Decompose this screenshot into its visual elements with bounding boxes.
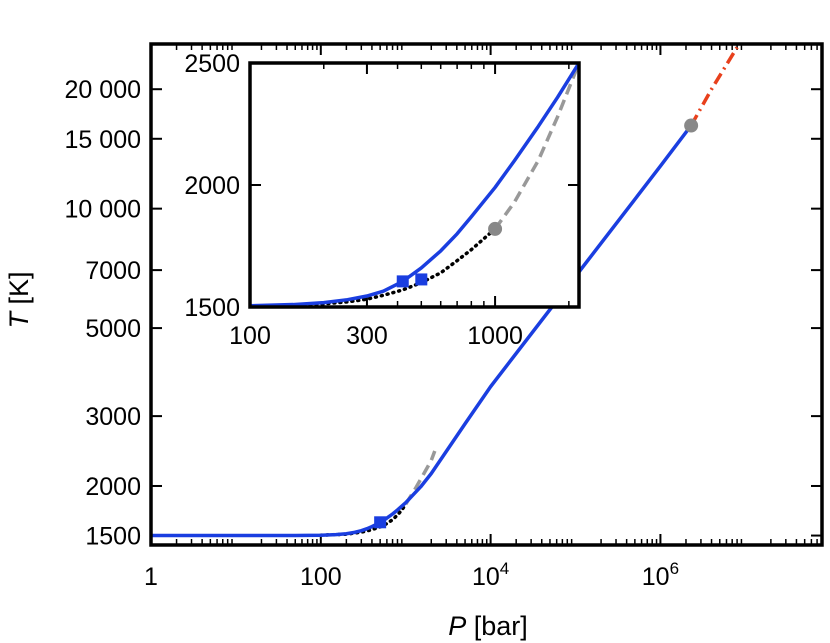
main-y-tick-label: 20 000 <box>65 76 141 104</box>
main-series-dashed <box>404 450 437 506</box>
main-y-tick-label: 10 000 <box>65 196 141 224</box>
inset-series-dashed <box>493 63 579 230</box>
main-circle-marker <box>684 118 699 133</box>
main-frame <box>149 42 824 547</box>
inset-square-marker <box>396 275 409 288</box>
y-axis-label: T [K] <box>4 271 34 328</box>
inset-series-group <box>250 63 579 307</box>
inset-x-tick-label: 1000 <box>467 322 523 350</box>
inset-square-marker <box>415 273 428 286</box>
main-y-tick-label: 7000 <box>85 257 141 285</box>
x-axis-label: P [bar] <box>448 611 528 641</box>
main-y-tick-label: 15 000 <box>65 126 141 154</box>
main-y-tick-label: 2000 <box>85 473 141 501</box>
main-x-tick-label: 104 <box>472 559 509 591</box>
inset-y-tick-label: 1500 <box>184 294 240 322</box>
main-y-tick-label: 3000 <box>85 403 141 431</box>
inset-plot: 100 300 1000 1500 2000 2500 <box>184 50 581 350</box>
inset-x-tick-label: 300 <box>346 322 388 350</box>
main-square-marker <box>374 516 387 529</box>
inset-x-tick-label: 100 <box>229 322 271 350</box>
main-x-tick-label: 106 <box>642 559 679 591</box>
main-y-tick-label: 5000 <box>85 315 141 343</box>
main-x-tick-label: 100 <box>300 563 342 591</box>
inset-circle-marker <box>488 221 503 236</box>
main-series-dotted <box>319 502 408 537</box>
main-series-dashdot <box>689 46 739 127</box>
inset-y-tick-label: 2500 <box>184 50 240 78</box>
inset-series-solid <box>250 63 579 307</box>
inset-frame <box>248 61 581 309</box>
main-x-tick-label: 1 <box>144 563 158 591</box>
main-y-tick-label: 1500 <box>85 523 141 551</box>
inset-plot-area <box>250 63 579 307</box>
inset-y-tick-label: 2000 <box>184 172 240 200</box>
